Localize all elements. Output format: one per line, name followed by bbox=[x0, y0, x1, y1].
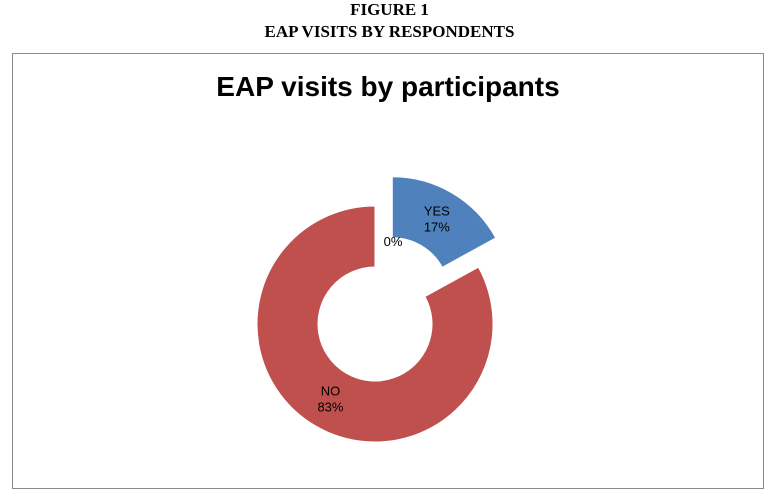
chart-title: EAP visits by participants bbox=[216, 71, 559, 102]
figure-number: FIGURE 1 bbox=[350, 0, 429, 19]
data-label-yes-value: 17% bbox=[424, 219, 450, 234]
figure-title: EAP VISITS BY RESPONDENTS bbox=[264, 22, 515, 41]
data-label-unnamed-1-value: 0% bbox=[384, 234, 403, 249]
data-label-yes-name: YES bbox=[424, 203, 450, 218]
data-label-no-value: 83% bbox=[317, 399, 343, 414]
slice-yes bbox=[391, 176, 497, 268]
data-label-no-name: NO bbox=[321, 383, 341, 398]
slices-layer bbox=[256, 176, 497, 443]
slice-no bbox=[256, 205, 494, 443]
chart-area: EAP visits by participants YES 17% 0% NO 83% bbox=[12, 53, 764, 489]
